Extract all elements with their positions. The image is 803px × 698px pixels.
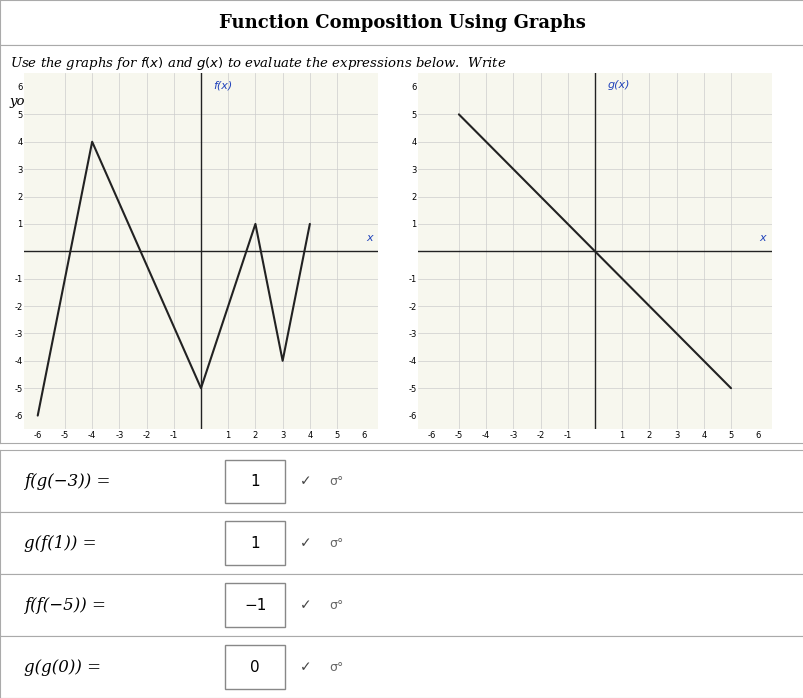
Text: Function Composition Using Graphs: Function Composition Using Graphs	[218, 14, 585, 31]
Text: 0: 0	[251, 660, 259, 674]
Text: your answer as an integer or a reduced fraction.: your answer as an integer or a reduced f…	[10, 95, 336, 108]
Text: f(g(−3)) =: f(g(−3)) =	[24, 473, 116, 490]
Text: f(x): f(x)	[213, 80, 232, 90]
Text: ✓: ✓	[300, 598, 311, 612]
Text: 1: 1	[251, 474, 259, 489]
Text: f(f(−5)) =: f(f(−5)) =	[24, 597, 111, 614]
Text: ✓: ✓	[300, 536, 311, 550]
Text: Use the graphs for $f(\mathit{x})$ and $g(\mathit{x})$ to evaluate the expressio: Use the graphs for $f(\mathit{x})$ and $…	[10, 55, 505, 73]
Text: g(g(0)) =: g(g(0)) =	[24, 658, 106, 676]
Bar	[225, 646, 285, 689]
Text: g(x): g(x)	[606, 80, 629, 90]
Text: −1: −1	[244, 597, 266, 613]
Text: σ°: σ°	[329, 537, 344, 549]
Bar	[225, 584, 285, 627]
Text: x: x	[759, 232, 765, 242]
Bar	[225, 521, 285, 565]
Text: ✓: ✓	[300, 660, 311, 674]
Text: g(f(1)) =: g(f(1)) =	[24, 535, 102, 551]
Text: σ°: σ°	[329, 599, 344, 611]
Text: 1: 1	[251, 535, 259, 551]
Text: x: x	[365, 232, 372, 242]
Text: σ°: σ°	[329, 475, 344, 488]
Text: ✓: ✓	[300, 474, 311, 488]
Text: σ°: σ°	[329, 660, 344, 674]
Bar	[225, 459, 285, 503]
